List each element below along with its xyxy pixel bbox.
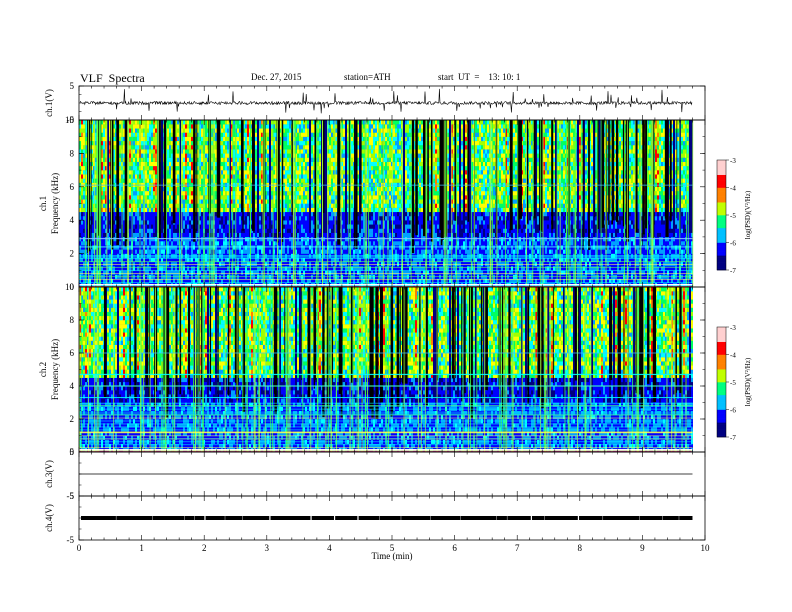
ch4-trace-segment [116,516,153,520]
ch1s-ytick-label: 4 [70,215,75,225]
ch1s-ytick-label: 8 [70,148,75,158]
x-tick-label: 9 [640,543,645,553]
ch1-colorbar-tick: -6 [730,240,736,248]
ch4-trace-segment [184,516,195,520]
ch4-trace-segment [335,516,358,520]
ch2s-ytick-label: 6 [70,348,75,358]
ch4-trace-segment [579,516,603,520]
ch4-trace-segment [81,516,116,520]
ch2s-ytick-label: 4 [70,381,75,391]
ch1w-ytick-label: -5 [67,115,75,125]
ch2-colorbar-tick: -7 [730,434,736,442]
ch1s-ytick-label: 10 [65,115,75,125]
ch2s-ytick-label: 2 [70,414,75,424]
x-tick-label: 3 [265,543,270,553]
ch1-colorbar-label: log(PSD)(V²/Hz) [744,190,752,239]
ch2s-ytick-label: 8 [70,315,75,325]
start-time-label: start UT = 13: 10: 1 [438,72,520,82]
ch1s-ytick-label: 2 [70,249,75,259]
ch1s-ytick-label: 6 [70,182,75,192]
ch4-trace-segment [507,516,531,520]
ch1-colorbar-tick: -5 [730,212,736,220]
x-tick-label: 8 [578,543,583,553]
ch1-colorbar-tick: -7 [730,267,736,275]
x-tick-label: 1 [139,543,144,553]
date-label: Dec. 27, 2015 [251,72,302,82]
ch4-trace-segment [205,516,225,520]
ch2s-ylabel: Frequency (kHz) [50,339,60,400]
x-tick-label: 0 [77,543,82,553]
ch2s-ylabel: ch.2 [38,362,48,377]
ch1s-ylabel: ch.1 [38,196,48,211]
ch4-trace-segment [242,516,270,520]
ch1-colorbar-tick: -4 [730,185,736,193]
ch2-spectrogram [79,287,693,453]
ch4-trace-segment [544,516,578,520]
ch4-trace-segment [358,516,380,520]
ch4-trace-segment [225,516,243,520]
ch3w-ytick-label: 5 [70,447,75,457]
x-tick-label: 7 [515,543,520,553]
ch3w-ytick-label: -5 [67,491,75,501]
x-tick-label: 4 [327,543,332,553]
x-tick-label: 10 [701,543,711,553]
ch4-trace-segment [311,516,334,520]
x-axis-label: Time (min) [372,551,413,561]
ch1s-ytick-label: 0 [70,282,75,292]
ch4-trace-segment [401,516,431,520]
ch2-colorbar-label: log(PSD)(V²/Hz) [744,357,752,406]
ch4-trace-segment [496,516,507,520]
ch4-trace-segment [662,516,679,520]
ch4w-ytick-label: -5 [67,535,75,545]
ch4-trace-segment [531,516,545,520]
figure-title: VLF Spectra [80,71,145,86]
x-tick-label: 2 [202,543,207,553]
ch2-colorbar-tick: -5 [730,379,736,387]
station-label: station=ATH [344,72,391,82]
ch2-colorbar-tick: -3 [730,324,736,332]
ch1w-ylabel: ch.1(V) [44,89,54,117]
ch2-colorbar-tick: -4 [730,352,736,360]
ch4w-ytick-label: 5 [70,491,75,501]
ch2s-ytick-label: 10 [65,282,75,292]
ch4-trace-segment [270,516,311,520]
ch2-colorbar-tick: -6 [730,407,736,415]
ch4w-ylabel: ch.4(V) [44,504,54,532]
ch4-trace-segment [194,516,205,520]
ch4-trace-segment [603,516,640,520]
ch1-spectrogram [79,120,694,288]
x-tick-label: 5 [390,543,395,553]
ch4-trace-segment [430,516,461,520]
x-tick-label: 6 [452,543,457,553]
ch1s-ylabel: Frequency (kHz) [50,173,60,234]
ch4-trace-segment [152,516,185,520]
ch1-trace [79,88,693,114]
ch4-trace-segment [639,516,663,520]
ch4-trace-segment [460,516,497,520]
ch3w-ylabel: ch.3(V) [44,460,54,488]
ch4-trace-segment [679,516,693,520]
ch4-trace-segment [379,516,401,520]
ch2s-ytick-label: 0 [70,447,75,457]
ch1w-ytick-label: 5 [70,81,75,91]
ch1-colorbar-tick: -3 [730,157,736,165]
